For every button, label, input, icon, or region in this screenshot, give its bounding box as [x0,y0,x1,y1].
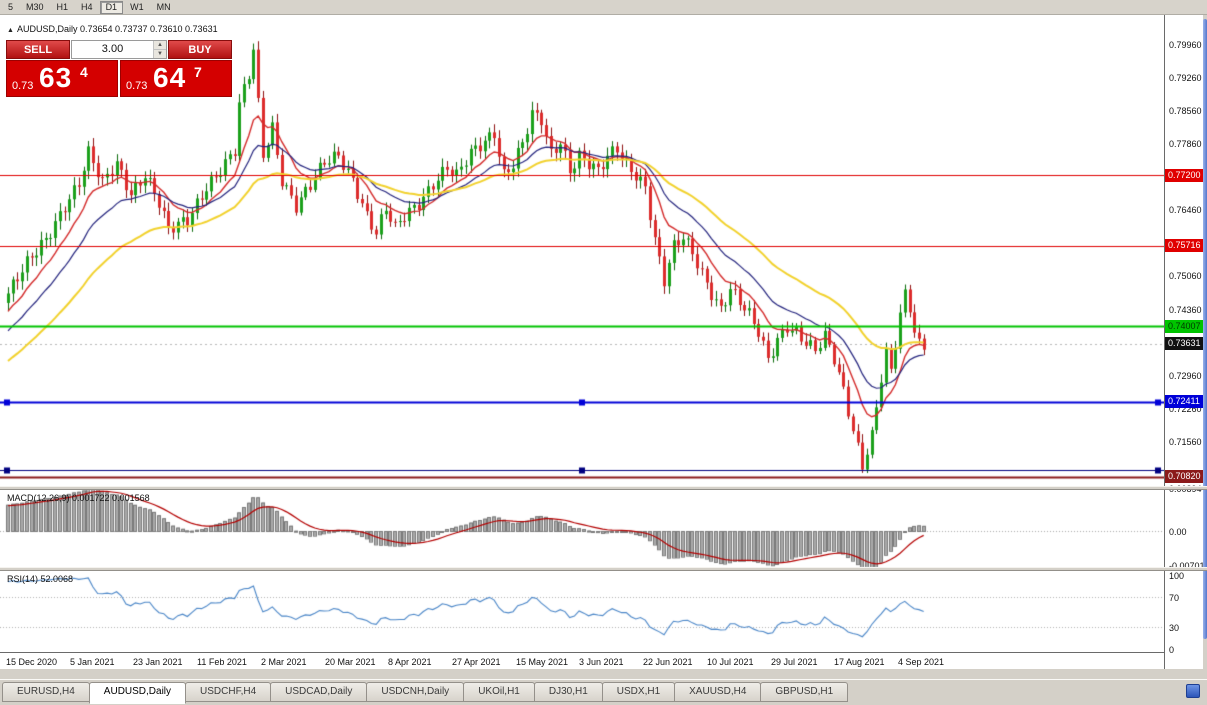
vertical-scrollbar[interactable] [1203,15,1207,669]
volume-stepper[interactable]: 3.00 ▲ ▼ [71,40,167,59]
rsi-indicator-title: RSI(14) 52.0068 [7,574,74,584]
symbol-ohlc-text: AUDUSD,Daily 0.73654 0.73737 0.73610 0.7… [16,24,218,34]
date-axis-label: 15 Dec 2020 [6,657,58,667]
timeframe-button-5[interactable]: 5 [2,0,20,14]
macd-axis-tick: -0.00701 [1169,560,1205,571]
date-axis-label: 11 Feb 2021 [197,657,247,667]
volume-up-button[interactable]: ▲ [154,41,166,50]
price-axis-tick: 0.79260 [1169,73,1202,84]
sell-price-box[interactable]: 0.73 63 4 [6,60,118,97]
macd-indicator-title: MACD(12,26,9) 0.001722 0.001568 [7,493,150,503]
sell-price-small: 0.73 [12,80,34,92]
sell-price-sup: 4 [80,64,88,80]
timeframe-button-h4[interactable]: H4 [75,0,99,14]
date-axis-label: 4 Sep 2021 [898,657,945,667]
date-axis-label: 3 Jun 2021 [579,657,624,667]
hline-price-label: 0.70820 [1165,470,1204,483]
timeframe-button-d1[interactable]: D1 [99,0,124,14]
chart-tab-gbpusd-h1[interactable]: GBPUSD,H1 [760,682,849,702]
date-axis-label: 10 Jul 2021 [707,657,754,667]
one-click-trading-panel: SELL 3.00 ▲ ▼ BUY 0.73 63 4 0.73 64 7 [6,40,232,97]
macd-axis-tick: 0.00 [1169,527,1187,537]
timeframe-button-h1[interactable]: H1 [50,0,75,14]
date-axis-label: 23 Jan 2021 [133,657,183,667]
timeframe-button-w1[interactable]: W1 [124,0,150,14]
hline-price-label: 0.75716 [1165,239,1204,252]
chart-tab-eurusd-h4[interactable]: EURUSD,H4 [2,682,90,702]
date-axis-label: 2 Mar 2021 [261,657,307,667]
chart-tab-dj30-h1[interactable]: DJ30,H1 [533,682,603,702]
buy-price-small: 0.73 [126,80,148,92]
price-axis-tick: 0.76460 [1169,205,1202,216]
symbol-marker-icon: ▲ [7,27,14,34]
rsi-axis-tick: 100 [1169,571,1185,581]
timeframe-button-m30[interactable]: M30 [20,0,50,14]
chart-tab-xauusd-h4[interactable]: XAUUSD,H4 [674,682,762,702]
hline-price-label: 0.74007 [1165,320,1204,333]
macd-pane-splitter[interactable] [0,486,1207,490]
buy-price-sup: 7 [194,64,202,80]
rsi-axis-tick: 70 [1169,593,1180,604]
date-axis-label: 17 Aug 2021 [834,657,885,667]
price-axis-tick: 0.78560 [1169,106,1202,117]
chart-tab-usdx-h1[interactable]: USDX,H1 [601,682,676,702]
vertical-scrollbar-thumb[interactable] [1203,19,1207,639]
price-chart-canvas[interactable] [0,15,1164,652]
date-axis-label: 20 Mar 2021 [325,657,376,667]
rsi-axis-tick: 30 [1169,622,1180,633]
bid-price-label: 0.73631 [1165,337,1204,350]
date-axis[interactable]: 15 Dec 2020 5 Jan 2021 23 Jan 2021 11 Feb 2… [0,652,1164,669]
chart-tab-usdcnh-daily[interactable]: USDCNH,Daily [366,682,465,702]
price-axis-tick: 0.74360 [1169,304,1202,315]
chart-tab-bar: EURUSD,H4 AUDUSD,Daily USDCHF,H4 USDCAD,Dai… [0,679,1207,705]
date-axis-label: 29 Jul 2021 [771,657,818,667]
buy-price-box[interactable]: 0.73 64 7 [120,60,232,97]
volume-down-button[interactable]: ▼ [154,50,166,58]
sell-price-big: 63 [39,62,73,93]
date-axis-label: 27 Apr 2021 [452,657,501,667]
price-axis-tick: 0.77860 [1169,139,1202,150]
date-axis-label: 8 Apr 2021 [388,657,432,667]
sell-button[interactable]: SELL [6,40,70,59]
tab-scroll-button[interactable] [1186,684,1200,698]
price-axis[interactable]: 0.79960 0.79260 0.78560 0.77860 0.76460 0.750… [1164,15,1205,669]
chart-tab-usdchf-h4[interactable]: USDCHF,H4 [185,682,272,702]
symbol-ohlc-line: ▲ AUDUSD,Daily 0.73654 0.73737 0.73610 0.… [7,24,218,34]
rsi-pane-splitter[interactable] [0,567,1207,571]
hline-price-label: 0.72411 [1165,395,1204,408]
timeframe-button-mn[interactable]: MN [150,0,177,14]
buy-button[interactable]: BUY [168,40,232,59]
price-axis-tick: 0.72260 [1169,403,1202,414]
chart-tab-audusd-daily[interactable]: AUDUSD,Daily [88,682,187,704]
volume-value: 3.00 [101,43,124,55]
price-axis-tick: 0.71560 [1169,436,1202,447]
rsi-axis-tick: 0 [1169,645,1175,655]
chart-tab-ukoil-h1[interactable]: UKOil,H1 [463,682,535,702]
date-axis-label: 22 Jun 2021 [643,657,693,667]
chart-tab-usdcad-daily[interactable]: USDCAD,Daily [270,682,368,702]
date-axis-label: 15 May 2021 [516,657,569,667]
date-axis-label: 5 Jan 2021 [70,657,115,667]
price-axis-tick: 0.72960 [1169,370,1202,381]
periods-toolbar: 5 M30 H1 H4 D1 W1 MN [0,0,1207,15]
price-axis-tick: 0.79960 [1169,40,1202,51]
buy-price-big: 64 [153,62,187,93]
price-axis-tick: 0.75060 [1169,271,1202,282]
hline-price-label: 0.77200 [1165,169,1204,182]
